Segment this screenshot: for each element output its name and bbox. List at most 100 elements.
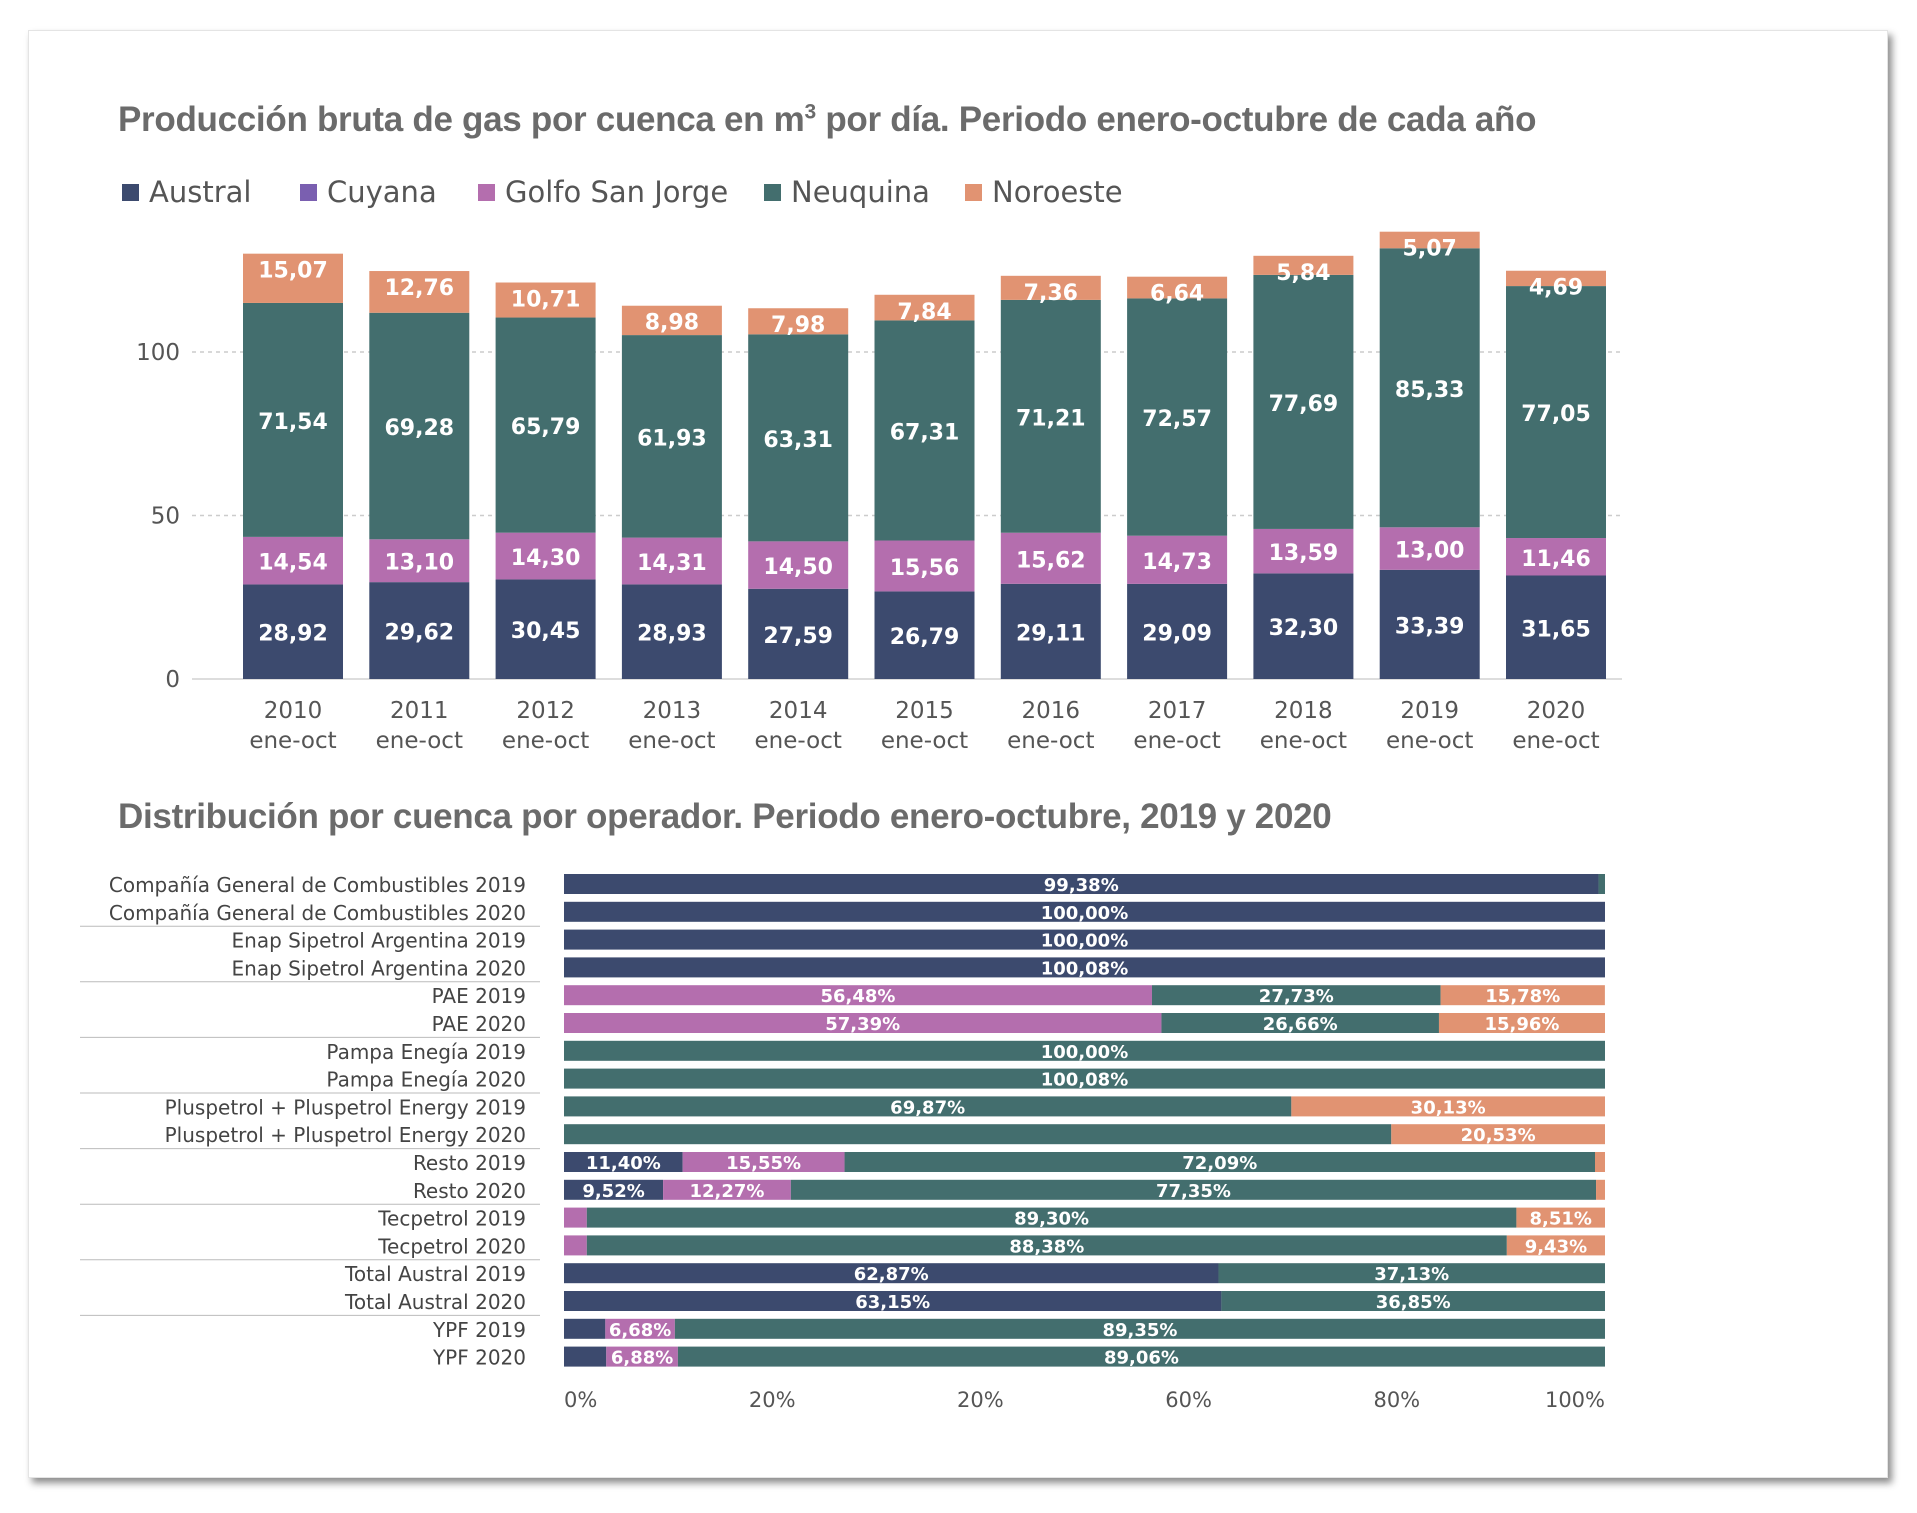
- bar-segment-golfo-san-jorge: [663, 1179, 791, 1200]
- data-label: 15,62: [1016, 548, 1086, 573]
- legend-label-cuyana: Cuyana: [327, 175, 437, 209]
- bar-segment-neuquina: [1127, 298, 1228, 536]
- bar-segment-austral: [874, 591, 975, 679]
- data-label: 11,46: [1521, 547, 1591, 572]
- data-label: 26,79: [890, 625, 960, 650]
- legend-swatch-cuyana: [300, 183, 317, 201]
- bar-segment-noroeste: [621, 305, 722, 336]
- bar-segment-neuquina: [586, 1207, 1517, 1228]
- bar-segment-neuquina: [369, 312, 470, 540]
- bar-segment-neuquina: [1379, 248, 1480, 528]
- data-label: 10,71: [511, 288, 581, 313]
- bar-segment-golfo-san-jorge: [1127, 535, 1228, 584]
- row-label: PAE 2019: [432, 984, 526, 1008]
- bar-segment-noroeste: [874, 294, 975, 321]
- data-label: 57,39%: [825, 1014, 900, 1035]
- bar-segment-golfo-san-jorge: [564, 1207, 587, 1228]
- data-label: 67,31: [890, 420, 960, 445]
- data-label: 6,88%: [611, 1348, 673, 1369]
- legend-item-noroeste: Noroeste: [965, 175, 1123, 209]
- bar-segment-austral: [564, 874, 1599, 894]
- bar-segment-neuquina: [495, 317, 596, 533]
- x-tick-year: 2011: [390, 698, 449, 724]
- bar-segment-golfo-san-jorge: [605, 1318, 675, 1339]
- row-label: Pampa Enegía 2020: [326, 1068, 526, 1092]
- bar-segment-austral: [1253, 573, 1354, 679]
- data-label: 72,57: [1142, 407, 1212, 432]
- bar-segment-noroeste: [1506, 270, 1606, 287]
- x-tick-year: 2015: [895, 698, 954, 724]
- data-label: 26,66%: [1263, 1014, 1338, 1035]
- legend-swatch-austral: [122, 183, 139, 201]
- bar-segment-neuquina: [621, 335, 722, 538]
- data-label: 100,00%: [1041, 1042, 1129, 1063]
- data-label: 71,21: [1016, 406, 1086, 431]
- bar-segment-golfo-san-jorge: [606, 1346, 678, 1367]
- x-tick-period: ene-oct: [502, 728, 589, 754]
- x-tick-year: 2019: [1400, 698, 1459, 724]
- bar-segment-austral: [1379, 569, 1480, 679]
- data-label: 14,30: [511, 546, 581, 571]
- x-tick-period: ene-oct: [376, 728, 463, 754]
- data-label: 13,00: [1395, 539, 1465, 564]
- data-label: 29,09: [1142, 621, 1212, 646]
- data-label: 32,30: [1269, 616, 1339, 641]
- data-label: 77,69: [1269, 392, 1339, 417]
- row-label: Enap Sipetrol Argentina 2020: [232, 956, 526, 980]
- bar-segment-neuquina: [1151, 985, 1441, 1006]
- x-tick-period: ene-oct: [1007, 728, 1094, 754]
- bar-segment-neuquina: [874, 320, 975, 541]
- legend-label-noroeste: Noroeste: [992, 175, 1123, 209]
- data-label: 77,35%: [1156, 1181, 1231, 1202]
- bar-segment-noroeste: [1291, 1096, 1605, 1117]
- bar-segment-austral: [748, 588, 849, 679]
- data-label: 15,78%: [1485, 986, 1560, 1007]
- bar-segment-noroeste: [1596, 1179, 1605, 1200]
- data-label: 14,50: [763, 555, 833, 580]
- x-tick-label: 20%: [957, 1388, 1004, 1412]
- bar-segment-golfo-san-jorge: [495, 532, 596, 580]
- x-tick-year: 2017: [1148, 698, 1207, 724]
- bar-segment-neuquina: [1253, 274, 1354, 529]
- x-tick-label: 100%: [1545, 1388, 1605, 1412]
- bar-segment-golfo-san-jorge: [564, 985, 1152, 1006]
- bar-segment-neuquina: [748, 334, 849, 542]
- x-tick-year: 2013: [643, 698, 702, 724]
- bar-segment-austral: [369, 582, 470, 679]
- data-label: 15,07: [258, 259, 328, 284]
- bar-segment-golfo-san-jorge: [1379, 527, 1480, 570]
- bar-segment-austral: [1506, 575, 1606, 679]
- x-tick-period: ene-oct: [1386, 728, 1473, 754]
- row-label: Pampa Enegía 2019: [326, 1040, 526, 1064]
- bar-segment-neuquina: [1218, 1263, 1605, 1284]
- data-label: 71,54: [258, 410, 328, 435]
- chart-title-distribution: Distribución por cuenca por operador. Pe…: [118, 797, 1332, 836]
- data-label: 33,39: [1395, 614, 1465, 639]
- bar-segment-neuquina: [564, 1096, 1292, 1117]
- data-label: 8,51%: [1529, 1209, 1591, 1230]
- row-label: Tecpetrol 2019: [377, 1207, 526, 1231]
- bar-segment-austral: [564, 1318, 606, 1339]
- x-tick-year: 2010: [264, 698, 323, 724]
- data-label: 99,38%: [1044, 875, 1119, 896]
- bar-segment-noroeste: [495, 282, 596, 318]
- bar-segment-golfo-san-jorge: [621, 537, 722, 585]
- bar-segment-austral: [564, 901, 1605, 922]
- stacked-column-chart: 0 50 100 28,92 14,54 71,54 15,07 2010 ene-oct 29,…: [136, 231, 1622, 754]
- bar-segment-neuquina: [790, 1179, 1597, 1200]
- bar-segment-noroeste: [369, 271, 470, 313]
- legend-swatch-golfo-san-jorge: [478, 183, 495, 201]
- bar-segment-neuquina: [1506, 286, 1606, 539]
- data-label: 69,87%: [890, 1097, 965, 1118]
- x-tick-label: 20%: [749, 1388, 796, 1412]
- data-label: 7,98: [771, 313, 825, 338]
- data-label: 30,45: [511, 619, 581, 644]
- data-label: 61,93: [637, 426, 707, 451]
- bar-segment-golfo-san-jorge: [1506, 538, 1606, 576]
- data-label: 5,84: [1276, 261, 1330, 286]
- bar-segment-austral: [564, 1179, 664, 1200]
- legend-item-neuquina: Neuquina: [764, 175, 930, 209]
- data-label: 12,76: [385, 276, 455, 301]
- bar-segment-neuquina: [564, 1040, 1605, 1061]
